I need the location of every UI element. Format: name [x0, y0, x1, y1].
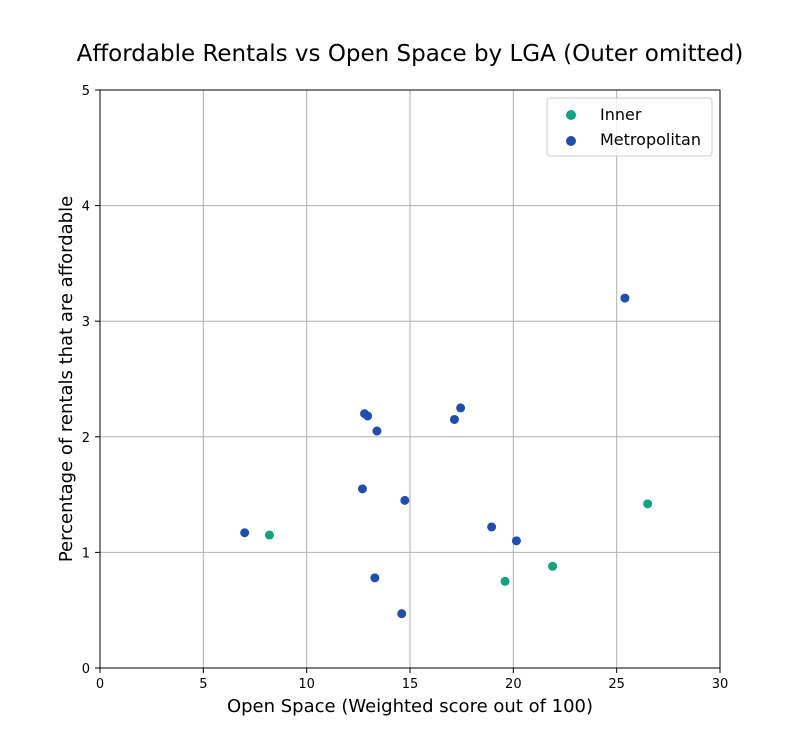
point-metropolitan	[400, 495, 410, 505]
point-inner	[500, 576, 510, 586]
y-axis-ticks: 0 1 2 3 4 5	[82, 84, 100, 677]
legend: Inner Metropolitan	[546, 97, 713, 157]
legend-label-inner: Inner	[600, 105, 642, 124]
point-metropolitan	[620, 293, 630, 303]
y-tick-label: 3	[82, 315, 90, 330]
point-inner	[548, 561, 558, 571]
point-metropolitan	[370, 573, 380, 583]
x-tick-label: 30	[712, 677, 729, 692]
x-tick-label: 10	[298, 677, 315, 692]
x-tick-label: 25	[608, 677, 625, 692]
point-metropolitan	[240, 528, 250, 538]
legend-label-metropolitan: Metropolitan	[600, 130, 701, 149]
y-tick-label: 4	[82, 200, 90, 215]
point-inner	[643, 499, 653, 509]
legend-marker-inner	[566, 110, 576, 120]
point-metropolitan	[363, 411, 373, 421]
legend-box	[546, 97, 713, 157]
x-tick-label: 5	[199, 677, 207, 692]
y-tick-label: 5	[82, 84, 90, 99]
x-axis-ticks: 0 5 10 15 20 25 30	[96, 668, 728, 692]
point-metropolitan	[487, 522, 497, 532]
point-metropolitan	[357, 484, 367, 494]
data-points	[240, 293, 653, 619]
point-metropolitan	[397, 609, 407, 619]
y-tick-label: 2	[82, 431, 90, 446]
x-tick-label: 0	[96, 677, 104, 692]
y-tick-label: 0	[82, 662, 90, 677]
x-tick-label: 20	[505, 677, 522, 692]
point-metropolitan	[456, 403, 466, 413]
x-axis-label: Open Space (Weighted score out of 100)	[227, 696, 593, 717]
x-tick-label: 15	[402, 677, 419, 692]
legend-marker-metropolitan	[566, 136, 576, 146]
point-metropolitan	[372, 426, 382, 436]
chart-title: Affordable Rentals vs Open Space by LGA …	[77, 41, 744, 67]
point-inner	[264, 530, 274, 540]
y-tick-label: 1	[82, 546, 90, 561]
point-metropolitan	[511, 536, 521, 546]
y-axis-label: Percentage of rentals that are affordabl…	[56, 196, 77, 562]
point-metropolitan	[449, 414, 459, 424]
